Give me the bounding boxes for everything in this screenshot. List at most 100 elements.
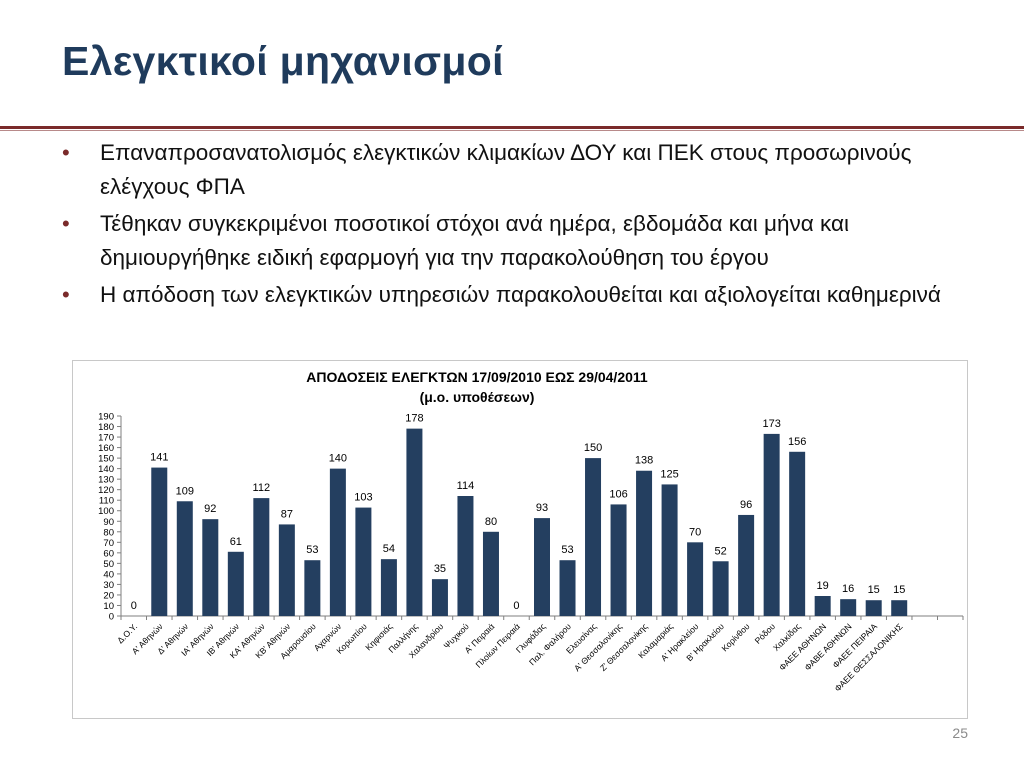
data-label: 96: [740, 499, 752, 511]
title-divider: [0, 126, 1024, 129]
y-tick-label: 60: [103, 548, 114, 559]
chart-subtitle: (μ.ο. υποθέσεων): [420, 389, 535, 405]
y-tick-label: 80: [103, 527, 114, 538]
data-label: 53: [306, 544, 318, 556]
y-tick-label: 140: [98, 464, 114, 475]
bar: [431, 579, 448, 616]
bullet-text: Επαναπροσανατολισμός ελεγκτικών κλιμακίω…: [100, 140, 912, 199]
bar: [534, 518, 550, 616]
bullet-icon: •: [62, 140, 70, 165]
y-axis: 0102030405060708090100110120130140150160…: [98, 412, 122, 623]
bar: [840, 599, 857, 616]
bullet-item: • Επαναπροσανατολισμός ελεγκτικών κλιμακ…: [62, 136, 982, 204]
data-label: 19: [817, 580, 829, 592]
y-tick-label: 40: [103, 569, 114, 580]
bar: [814, 596, 831, 616]
bar: [329, 468, 346, 616]
bullet-icon: •: [62, 282, 70, 307]
bar: [457, 496, 474, 616]
bar: [585, 458, 602, 616]
bullet-item: • Τέθηκαν συγκεκριμένοι ποσοτικοί στόχοι…: [62, 207, 982, 275]
y-tick-label: 110: [99, 496, 114, 507]
bar: [482, 531, 499, 616]
data-label: 178: [405, 413, 423, 425]
x-tick-label: Δ.Ο.Υ.: [115, 621, 139, 645]
bar: [789, 451, 806, 616]
data-label: 141: [150, 452, 168, 464]
data-label: 125: [660, 468, 678, 480]
slide-title: Ελεγκτικοί μηχανισμοί: [62, 38, 504, 84]
bar: [202, 519, 219, 616]
data-label: 114: [457, 480, 475, 492]
bar: [712, 561, 729, 616]
y-tick-label: 0: [109, 612, 114, 623]
data-label: 70: [689, 526, 701, 538]
bullet-list: • Επαναπροσανατολισμός ελεγκτικών κλιμακ…: [62, 136, 982, 315]
y-tick-label: 10: [103, 601, 114, 612]
data-label: 140: [329, 453, 347, 465]
data-label: 15: [893, 584, 905, 596]
bar: [865, 600, 882, 616]
y-tick-label: 160: [98, 443, 114, 454]
bar-chart: ΑΠΟΔΟΣΕΙΣ ΕΛΕΓΚΤΩΝ 17/09/2010 ΕΩΣ 29/04/…: [72, 360, 968, 719]
data-label: 15: [868, 584, 880, 596]
data-label: 52: [714, 545, 726, 557]
bars: [151, 428, 908, 616]
y-tick-label: 50: [103, 559, 114, 570]
data-label: 93: [536, 502, 548, 514]
bar: [636, 470, 653, 616]
data-label: 92: [204, 503, 216, 515]
y-tick-label: 30: [103, 580, 114, 591]
title-divider-thin: [0, 130, 1024, 131]
data-label: 16: [842, 583, 854, 595]
y-tick-label: 180: [98, 422, 114, 433]
bullet-item: • Η απόδοση των ελεγκτικών υπηρεσιών παρ…: [62, 278, 982, 312]
bar: [304, 560, 321, 616]
bullet-text: Η απόδοση των ελεγκτικών υπηρεσιών παρακ…: [100, 282, 941, 307]
bar: [406, 428, 423, 616]
bar: [610, 504, 627, 616]
data-label: 80: [485, 516, 497, 528]
y-tick-label: 70: [103, 538, 114, 549]
data-label: 112: [253, 482, 271, 494]
y-tick-label: 20: [103, 590, 114, 601]
data-label: 106: [609, 488, 627, 500]
chart-title: ΑΠΟΔΟΣΕΙΣ ΕΛΕΓΚΤΩΝ 17/09/2010 ΕΩΣ 29/04/…: [306, 369, 648, 385]
data-label: 87: [281, 508, 293, 520]
data-label: 0: [131, 600, 137, 612]
x-tick-label: Κορίνθου: [719, 621, 751, 653]
data-label: 0: [513, 600, 519, 612]
chart-canvas: ΑΠΟΔΟΣΕΙΣ ΕΛΕΓΚΤΩΝ 17/09/2010 ΕΩΣ 29/04/…: [98, 369, 964, 694]
y-tick-label: 130: [98, 475, 114, 486]
page-number: 25: [952, 725, 968, 741]
bar: [151, 467, 168, 616]
bar: [738, 514, 755, 616]
bar: [278, 524, 295, 616]
bar: [355, 507, 372, 616]
data-label: 61: [230, 536, 242, 548]
bullet-text: Τέθηκαν συγκεκριμένοι ποσοτικοί στόχοι α…: [100, 211, 849, 270]
bar: [687, 542, 704, 616]
bar: [253, 498, 270, 616]
bullet-icon: •: [62, 211, 70, 236]
data-label: 138: [635, 455, 653, 467]
data-label: 156: [788, 436, 806, 448]
bar: [763, 433, 780, 616]
bar: [227, 551, 244, 616]
bar: [891, 600, 908, 616]
y-tick-label: 100: [98, 506, 114, 517]
y-tick-label: 170: [98, 433, 114, 444]
data-label: 103: [354, 492, 372, 504]
data-label: 109: [176, 485, 194, 497]
data-label: 150: [584, 442, 602, 454]
y-tick-label: 120: [98, 485, 114, 496]
y-tick-label: 90: [103, 517, 114, 528]
data-label: 54: [383, 543, 395, 555]
bar: [661, 484, 678, 616]
y-tick-label: 150: [98, 454, 114, 465]
y-tick-label: 190: [98, 412, 114, 423]
x-axis: [120, 615, 964, 620]
data-labels: 0 141 109 92 61 112 87 53 140 103 54 178 35 114 80 0 93 5…: [131, 413, 906, 612]
bar: [380, 559, 397, 616]
